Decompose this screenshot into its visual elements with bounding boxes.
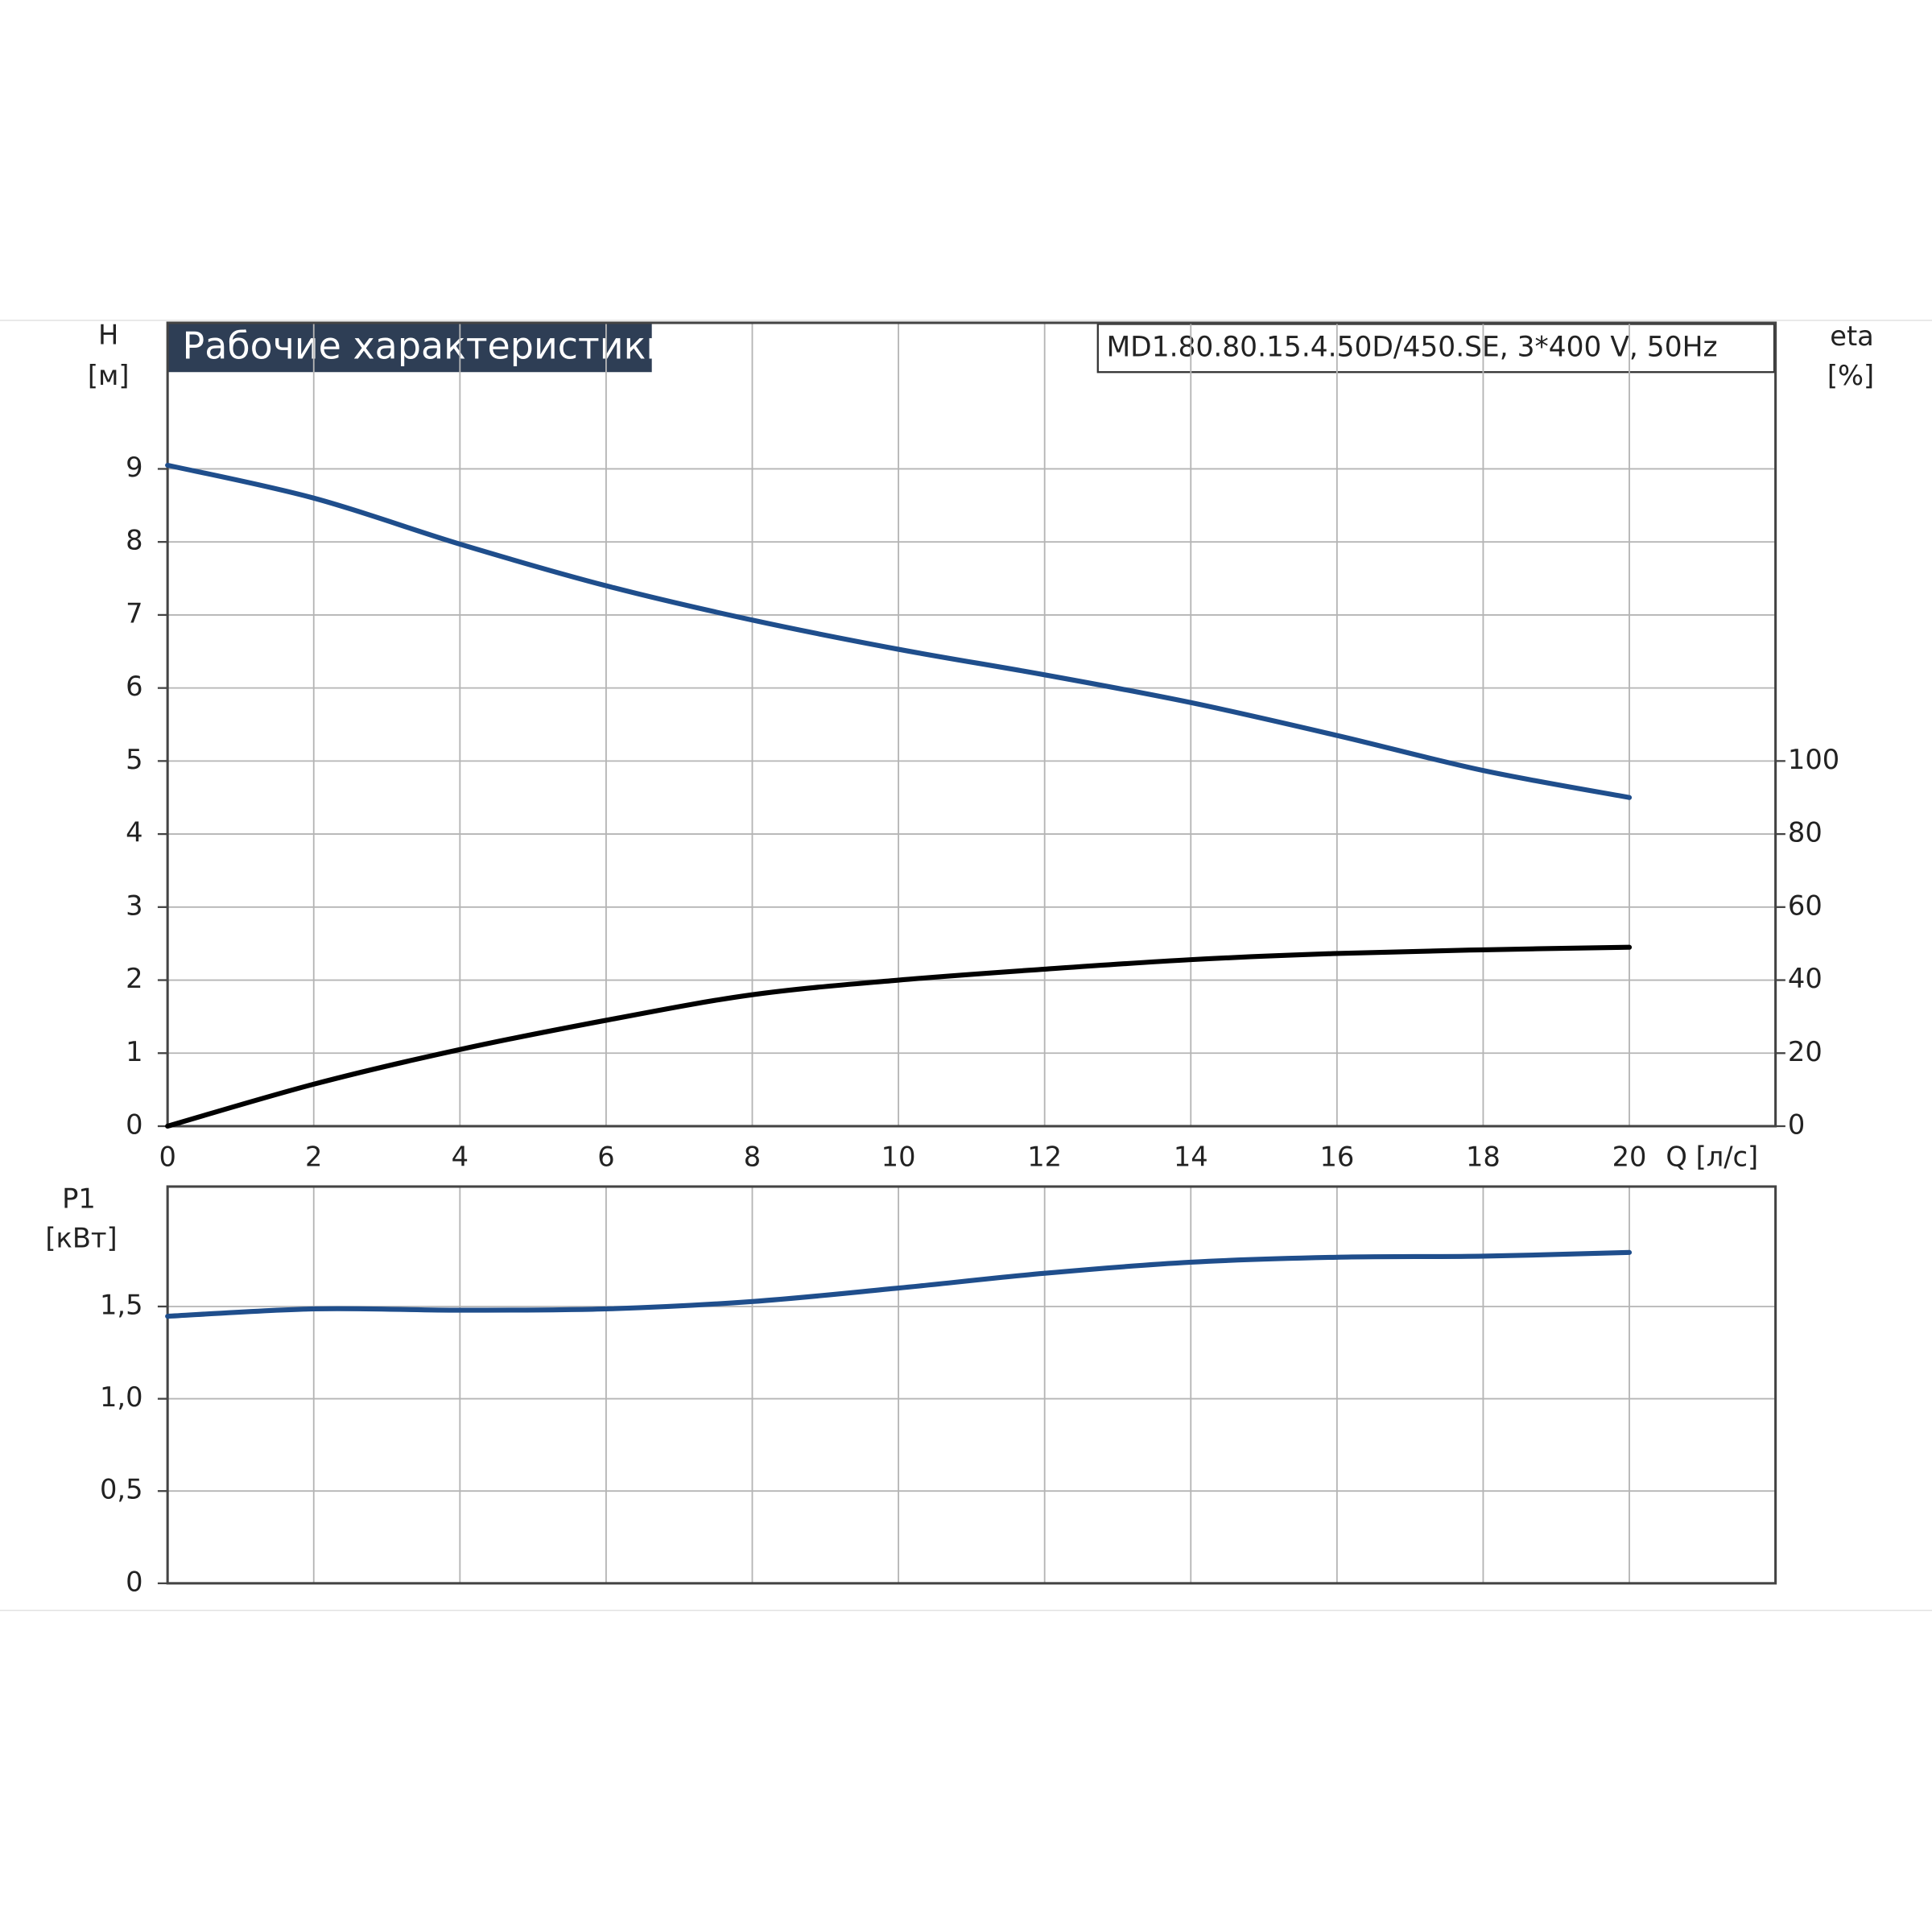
- y2-tick-label: 60: [1788, 890, 1823, 921]
- plot-frame: [166, 321, 1777, 1128]
- x-tick-label: 18: [1466, 1141, 1501, 1172]
- y-tick-label: 1,5: [100, 1289, 143, 1320]
- title-box: [167, 323, 652, 373]
- chart-title: Рабочие характеристики: [183, 324, 671, 368]
- y-tick-label: 0,5: [100, 1474, 143, 1505]
- y2-tick-label: 100: [1788, 744, 1839, 775]
- y-axis-label: H: [98, 319, 118, 350]
- chart-subtitle: MD1.80.80.15.4.50D/450.SE, 3*400 V, 50Hz: [1106, 332, 1717, 364]
- y-tick-label: 2: [126, 963, 142, 994]
- series-line: [165, 462, 1633, 800]
- y-tick-label: 3: [126, 890, 142, 921]
- x-tick-label: 2: [305, 1141, 322, 1172]
- subtitle-box: [1096, 323, 1776, 374]
- x-tick-label: 4: [452, 1141, 469, 1172]
- y-tick-label: 4: [126, 817, 142, 848]
- x-tick-label: 10: [881, 1141, 916, 1172]
- x-axis-label: Q [л/с]: [1666, 1141, 1758, 1172]
- plot-frame: [166, 1185, 1777, 1585]
- y-tick-label: 0: [126, 1566, 142, 1597]
- y-tick-label: 8: [126, 525, 142, 556]
- y2-tick-label: 20: [1788, 1036, 1823, 1067]
- y-tick-label: 1,0: [100, 1381, 143, 1413]
- y2-tick-label: 80: [1788, 817, 1823, 848]
- y-tick-label: 6: [126, 671, 142, 702]
- x-tick-label: 8: [744, 1141, 761, 1172]
- y-tick-label: 1: [126, 1036, 142, 1067]
- x-tick-label: 0: [159, 1141, 175, 1172]
- y-axis-unit: [м]: [88, 360, 130, 391]
- y-tick-label: 7: [126, 597, 142, 629]
- y2-tick-label: 0: [1788, 1108, 1805, 1140]
- y-tick-label: 5: [126, 744, 142, 775]
- y2-axis-label: eta: [1830, 320, 1874, 352]
- x-tick-label: 16: [1319, 1141, 1354, 1172]
- x-tick-label: 20: [1612, 1141, 1647, 1172]
- x-tick-label: 6: [597, 1141, 614, 1172]
- y2-tick-label: 40: [1788, 963, 1823, 994]
- y2-axis-unit: [%]: [1827, 360, 1874, 391]
- y-tick-label: 0: [126, 1108, 142, 1140]
- x-tick-label: 12: [1027, 1141, 1062, 1172]
- y-axis-label: P1: [62, 1183, 96, 1214]
- y-axis-unit: [кВт]: [45, 1222, 117, 1253]
- x-tick-label: 14: [1174, 1141, 1208, 1172]
- y-tick-label: 9: [126, 452, 142, 483]
- series-line: [165, 1249, 1633, 1319]
- series-line: [165, 944, 1633, 1129]
